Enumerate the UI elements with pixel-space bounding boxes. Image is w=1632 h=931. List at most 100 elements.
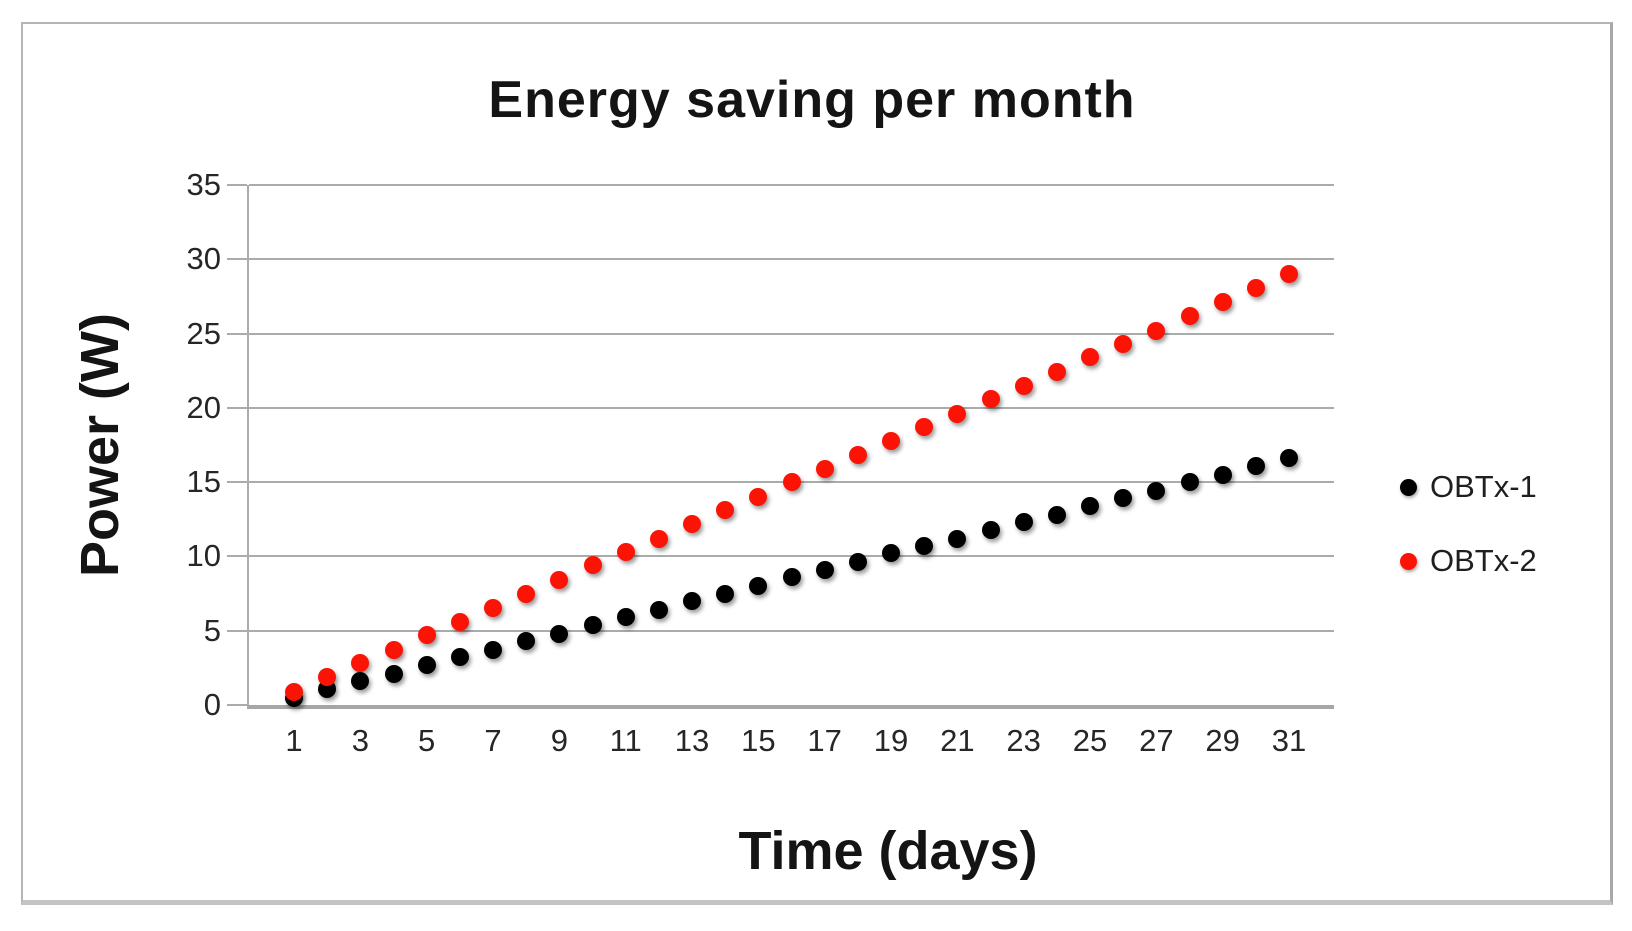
data-point-OBTx-1-day-10	[583, 615, 602, 634]
data-point-OBTx-2-day-22	[981, 389, 1000, 408]
x-tick-label-31: 31	[1271, 723, 1307, 758]
data-point-OBTx-1-day-3	[351, 672, 370, 691]
data-point-OBTx-2-day-1	[285, 682, 303, 701]
data-point-OBTx-2-day-2	[318, 667, 337, 686]
legend-entry-obtx-1: OBTx-1	[1400, 466, 1537, 508]
data-point-OBTx-1-day-16	[782, 568, 801, 587]
data-point-OBTx-2-day-12	[649, 529, 668, 548]
data-point-OBTx-1-day-23	[1014, 513, 1033, 532]
y-tick-label-5: 5	[203, 612, 221, 648]
data-point-OBTx-1-day-20	[915, 537, 934, 556]
data-point-OBTx-1-day-7	[484, 641, 502, 660]
data-point-OBTx-1-day-22	[981, 520, 1000, 539]
data-point-OBTx-1-day-24	[1047, 505, 1066, 524]
x-tick-label-15: 15	[741, 723, 776, 758]
x-tick-label-21: 21	[940, 723, 975, 758]
y-axis-tick	[227, 406, 247, 409]
data-point-OBTx-2-day-26	[1114, 334, 1133, 353]
data-point-OBTx-1-day-29	[1213, 465, 1232, 484]
data-point-OBTx-2-day-11	[616, 542, 635, 561]
x-tick-label-19: 19	[873, 723, 909, 758]
gridline-y-20	[249, 406, 1334, 409]
data-point-OBTx-1-day-31	[1280, 449, 1298, 468]
x-axis-title: Time (days)	[738, 821, 1038, 881]
data-point-OBTx-1-day-27	[1147, 482, 1166, 501]
data-point-OBTx-1-day-9	[550, 624, 569, 643]
data-point-OBTx-2-day-31	[1280, 265, 1298, 284]
data-point-OBTx-1-day-13	[683, 592, 701, 610]
data-point-OBTx-2-day-18	[848, 446, 867, 465]
x-tick-label-9: 9	[550, 723, 568, 758]
data-point-OBTx-2-day-6	[450, 612, 469, 631]
data-point-OBTx-2-day-16	[782, 473, 801, 492]
data-point-OBTx-1-day-28	[1180, 473, 1199, 492]
gridline-y-10	[249, 555, 1334, 558]
x-tick-label-17: 17	[807, 723, 842, 758]
y-tick-label-30: 30	[186, 241, 221, 277]
data-point-OBTx-2-day-3	[351, 654, 370, 673]
y-tick-label-15: 15	[186, 464, 221, 500]
data-point-OBTx-2-day-21	[948, 404, 967, 423]
data-point-OBTx-1-day-17	[815, 560, 834, 579]
gridline-y-30	[249, 258, 1334, 261]
y-tick-label-0: 0	[203, 687, 221, 722]
data-point-OBTx-2-day-8	[517, 584, 536, 603]
data-point-OBTx-2-day-15	[749, 488, 768, 506]
data-point-OBTx-2-day-28	[1180, 306, 1199, 325]
data-point-OBTx-2-day-4	[384, 641, 403, 660]
x-tick-label-11: 11	[609, 723, 642, 758]
data-point-OBTx-2-day-17	[815, 459, 834, 478]
data-point-OBTx-2-day-7	[484, 599, 502, 618]
data-point-OBTx-1-day-18	[848, 553, 867, 572]
x-tick-label-1: 1	[285, 723, 303, 758]
legend: OBTx-1 OBTx-2	[1400, 466, 1537, 614]
y-axis-title: Power (W)	[70, 313, 130, 577]
data-point-OBTx-1-day-19	[882, 544, 900, 563]
data-point-OBTx-1-day-4	[384, 664, 403, 683]
x-tick-label-5: 5	[418, 723, 436, 758]
data-point-OBTx-2-day-10	[583, 556, 602, 575]
plot-area: 0 5 10 15 20 25 30 35 1 3 5 7 9 11 13 15 17 19 21 23 25 27 29…	[187, 168, 1334, 758]
data-point-OBTx-1-day-25	[1081, 496, 1099, 515]
data-point-OBTx-1-day-21	[948, 529, 967, 548]
legend-label: OBTx-1	[1430, 469, 1537, 504]
y-axis-tick	[227, 481, 247, 484]
data-point-OBTx-1-day-5	[417, 655, 436, 674]
data-point-OBTx-2-day-5	[417, 626, 436, 645]
data-point-OBTx-2-day-14	[716, 501, 735, 520]
data-point-OBTx-1-day-15	[749, 577, 768, 596]
x-tick-label-29: 29	[1205, 723, 1240, 758]
data-point-OBTx-2-day-9	[550, 571, 569, 590]
y-axis-tick	[227, 332, 247, 335]
series-1-marker-icon	[1400, 478, 1417, 496]
gridline-y-5	[249, 629, 1334, 632]
y-axis-tick	[227, 258, 247, 261]
data-point-OBTx-2-day-29	[1213, 293, 1232, 312]
data-point-OBTx-2-day-19	[882, 431, 900, 450]
legend-entry-obtx-2: OBTx-2	[1400, 540, 1537, 582]
legend-label: OBTx-2	[1430, 543, 1537, 578]
y-tick-label-20: 20	[186, 389, 221, 425]
gridline-y-25	[249, 332, 1334, 335]
data-point-OBTx-2-day-13	[683, 514, 701, 533]
y-axis-tick	[227, 555, 247, 558]
gridline-y-35	[249, 184, 1334, 186]
x-tick-label-25: 25	[1072, 723, 1108, 758]
data-point-OBTx-2-day-27	[1147, 321, 1166, 340]
data-point-OBTx-1-day-8	[517, 632, 536, 651]
data-point-OBTx-1-day-26	[1114, 489, 1133, 508]
x-tick-label-23: 23	[1006, 723, 1041, 758]
data-point-OBTx-2-day-20	[915, 418, 934, 437]
data-point-OBTx-2-day-25	[1081, 348, 1099, 367]
y-axis-tick	[227, 184, 247, 186]
y-axis-tick	[227, 629, 247, 632]
data-point-OBTx-1-day-6	[450, 648, 469, 667]
y-tick-label-10: 10	[186, 538, 221, 574]
data-point-OBTx-1-day-12	[649, 600, 668, 619]
y-tick-label-35: 35	[186, 167, 221, 202]
series-2-marker-icon	[1400, 552, 1417, 570]
x-tick-label-27: 27	[1139, 723, 1174, 758]
data-point-OBTx-1-day-30	[1246, 456, 1265, 475]
data-point-OBTx-1-day-11	[616, 608, 635, 627]
chart-title: Energy saving per month	[488, 71, 1136, 129]
